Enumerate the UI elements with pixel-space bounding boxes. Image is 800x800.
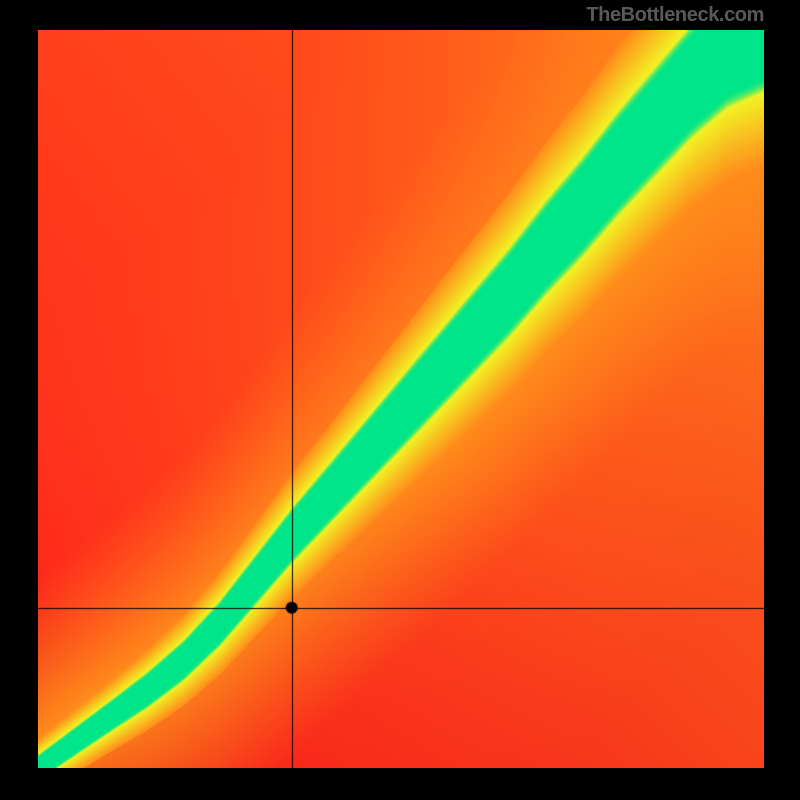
figure-frame: TheBottleneck.com [0,0,800,800]
bottleneck-heatmap [38,30,764,768]
watermark-text: TheBottleneck.com [586,4,764,27]
